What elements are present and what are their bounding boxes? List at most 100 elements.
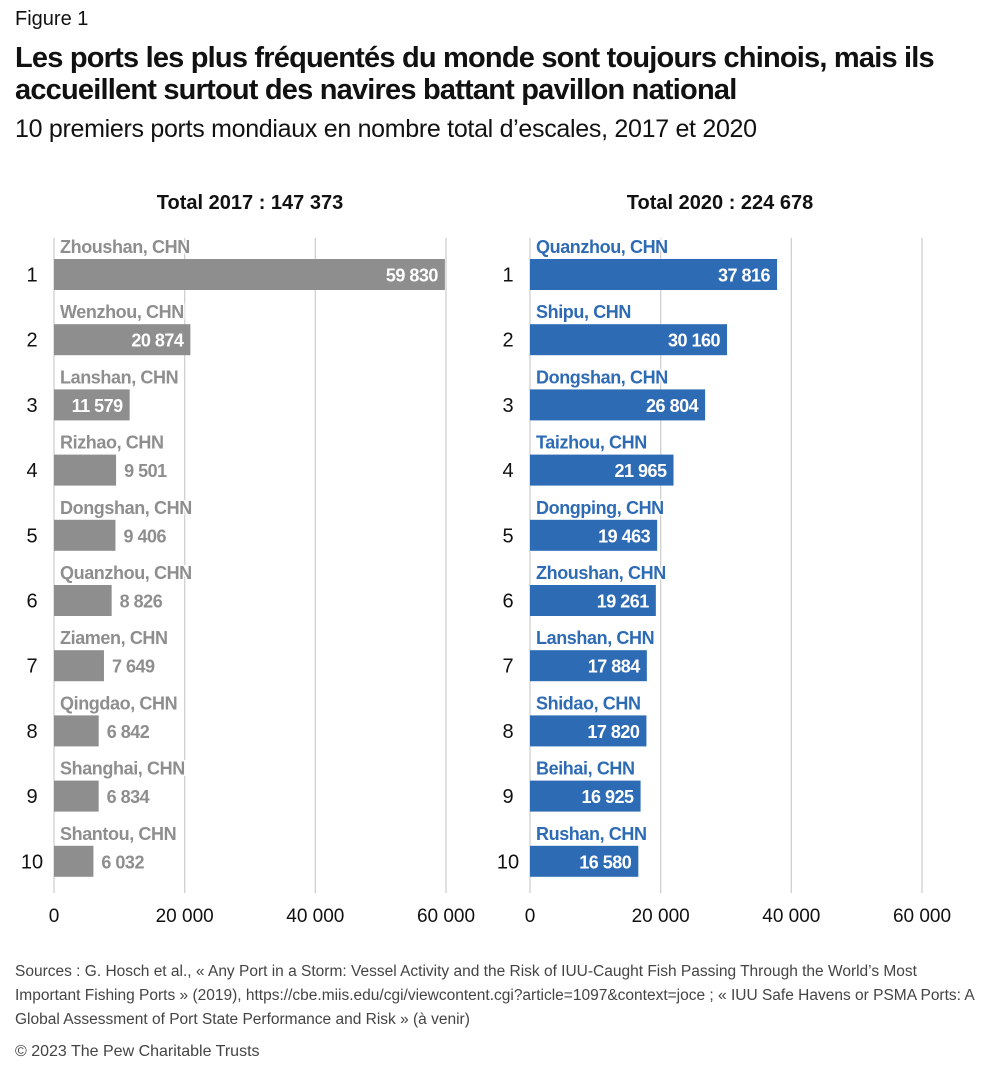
value-label: 6 834 [107,787,150,807]
category-label: Quanzhou, CHN [60,563,192,583]
category-label: Dongping, CHN [536,498,664,518]
rank-label: 6 [502,591,513,613]
value-label: 30 160 [668,331,721,351]
x-tick-label: 0 [525,906,536,927]
category-label: Beihai, CHN [536,759,635,779]
category-label: Dongshan, CHN [536,367,668,387]
value-label: 6 032 [101,852,144,872]
bar-row: Ziamen, CHN 7 7 649 [26,627,170,682]
x-tick-label: 60 000 [893,906,951,927]
bar-row: Quanzhou, CHN 1 37 816 [502,236,778,290]
category-label: Qingdao, CHN [60,693,177,713]
bar-row: Zhoushan, CHN 1 59 830 [26,236,445,290]
bar [530,715,647,747]
bar-row: Shipu, CHN 2 30 160 [502,301,728,356]
bar-row: Lanshan, CHN 3 11 579 [26,366,180,421]
x-tick-label: 40 000 [286,906,344,927]
chart-2020: Total 2020 : 224 678 0 20 000 40 000 60 000 Q… [497,192,951,927]
bar-row: Taizhou, CHN 4 21 965 [502,431,674,486]
rank-label: 3 [26,395,37,417]
panel-title: Total 2020 : 224 678 [627,192,813,214]
bar-charts: Total 2017 : 147 373 0 20 000 40 000 60 000 Z… [21,192,951,927]
rank-label: 5 [502,525,513,547]
x-tick-label: 0 [49,906,60,927]
category-label: Rushan, CHN [536,824,647,844]
bar-row: Lanshan, CHN 7 17 884 [502,627,656,682]
rank-label: 9 [502,786,513,808]
bar [530,519,658,551]
bar [54,389,130,421]
bar [530,259,778,290]
bar [54,845,94,877]
value-label: 6 842 [107,722,150,742]
value-label: 19 261 [597,592,650,612]
rank-label: 10 [21,851,43,873]
value-label: 17 884 [588,657,641,677]
figure-label: Figure 1 [15,8,89,30]
bar [54,780,99,812]
value-label: 11 579 [72,396,124,416]
category-label: Taizhou, CHN [536,433,647,453]
bar-row: Wenzhou, CHN 2 20 874 [26,301,191,356]
rank-label: 10 [497,851,519,873]
rank-label: 6 [26,591,37,613]
category-label: Zhoushan, CHN [536,563,666,583]
rank-label: 4 [502,460,513,482]
bar-row: Qingdao, CHN 8 6 842 [26,692,179,747]
x-tick-label: 60 000 [417,906,475,927]
chart-subtitle: 10 premiers ports mondiaux en nombre tot… [15,115,757,143]
bar-row: Rizhao, CHN 4 9 501 [26,431,168,486]
sources-note: Sources : G. Hosch et al., « Any Port in… [15,963,974,1028]
value-label: 17 820 [587,722,640,742]
bar [54,259,445,290]
category-label: Rizhao, CHN [60,433,164,453]
bar [54,454,117,486]
rank-label: 1 [502,265,513,287]
bar [530,324,728,356]
bar [530,650,647,682]
x-tick-label: 40 000 [762,906,820,927]
bar-row: Rushan, CHN 10 16 580 [497,822,649,877]
rank-label: 1 [26,265,37,287]
bar-row: Dongshan, CHN 5 9 406 [26,496,194,551]
rank-label: 4 [26,460,37,482]
value-label: 19 463 [598,526,651,546]
rank-label: 5 [26,525,37,547]
bar-row: Quanzhou, CHN 6 8 826 [26,562,194,616]
bar-row: Shantou, CHN 10 6 032 [21,822,178,877]
rank-label: 2 [502,330,513,352]
category-label: Dongshan, CHN [60,498,192,518]
value-label: 20 874 [131,331,184,351]
chart-title: Les ports les plus fréquentés du monde s… [15,42,935,106]
value-label: 37 816 [718,266,771,286]
bar-row: Beihai, CHN 9 16 925 [502,757,641,812]
bar [530,845,639,877]
value-label: 59 830 [386,266,439,286]
value-label: 16 925 [582,787,635,807]
category-label: Quanzhou, CHN [536,237,668,257]
bar [530,780,641,812]
bar [54,715,99,747]
bar-row: Shidao, CHN 8 17 820 [502,692,647,747]
panel-title: Total 2017 : 147 373 [157,192,343,214]
value-label: 8 826 [120,592,163,612]
copyright: © 2023 The Pew Charitable Trusts [15,1043,260,1060]
rank-label: 7 [502,656,513,678]
rank-label: 3 [502,395,513,417]
bar [54,650,104,682]
category-label: Shanghai, CHN [60,759,185,779]
category-label: Shantou, CHN [60,824,176,844]
value-label: 7 649 [112,657,155,677]
value-label: 9 406 [123,526,166,546]
chart-2017: Total 2017 : 147 373 0 20 000 40 000 60 000 Z… [21,192,475,927]
value-label: 26 804 [646,396,699,416]
rank-label: 2 [26,330,37,352]
value-label: 9 501 [124,461,167,481]
rank-label: 8 [502,721,513,743]
rank-label: 7 [26,656,37,678]
bar-row: Zhoushan, CHN 6 19 261 [502,562,668,616]
x-tick-label: 20 000 [156,906,214,927]
bar [530,585,656,616]
bar [530,454,674,486]
bar [54,585,112,616]
